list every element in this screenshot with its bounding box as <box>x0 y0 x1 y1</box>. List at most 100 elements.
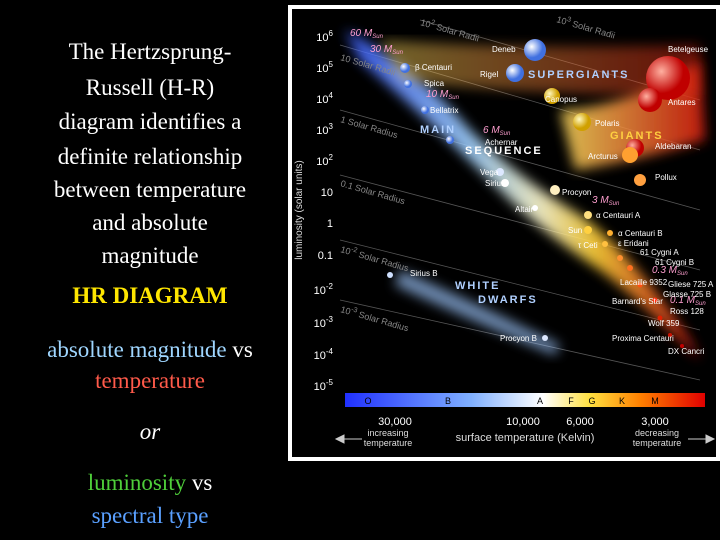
star-label: Barnard's Star <box>612 297 663 306</box>
text-part: 10 <box>316 94 328 106</box>
y-tick-label: 1 <box>327 218 333 230</box>
text-part: -2 <box>350 246 358 254</box>
region-label: SEQUENCE <box>465 145 543 157</box>
spectral-bar <box>345 393 705 407</box>
axis-arrows <box>334 434 716 444</box>
text-part: -3 <box>326 315 334 324</box>
star-label: Sirius <box>485 179 505 188</box>
white-dwarf-band <box>395 270 560 355</box>
text-part: 10 <box>339 304 351 316</box>
text-part: 2 <box>430 19 436 27</box>
supergiant-band <box>380 40 700 95</box>
connector: vs <box>232 337 253 362</box>
main-sequence <box>345 30 700 360</box>
region-label: WHITE <box>455 280 500 292</box>
star-label: α Centauri B <box>618 229 663 238</box>
region-label: SUPERGIANTS <box>528 69 629 81</box>
mass-label: 0.1 MSun <box>670 295 706 307</box>
x-right-label: decreasing temperature <box>633 428 682 448</box>
mass-label: 30 MSun <box>370 44 404 56</box>
text-part: 30 M <box>370 44 393 55</box>
text-part: 10 <box>316 32 328 44</box>
y-tick-label: 106 <box>316 29 333 44</box>
star-label: β Centauri <box>415 63 452 72</box>
region-label: DWARFS <box>478 294 538 306</box>
pair-line: luminosity vs <box>0 471 300 494</box>
pair-line: absolute magnitude vs <box>0 338 300 361</box>
star-label: 61 Cygni A <box>640 248 679 257</box>
x-axis-label: surface temperature (Kelvin) <box>456 432 595 444</box>
temperature-label: 3,000 <box>641 416 669 428</box>
star-label: Sun <box>568 226 582 235</box>
intro-line: Russell (H-R) <box>85 75 215 100</box>
y-axis-label: luminosity (solar units) <box>294 160 305 259</box>
star-label: Vega <box>480 168 499 177</box>
y-tick-label: 104 <box>316 91 333 106</box>
text-part: -4 <box>326 347 334 356</box>
star-label: Arcturus <box>588 152 618 161</box>
star-label: 61 Cygni B <box>655 258 694 267</box>
star-label: τ Ceti <box>578 241 598 250</box>
y-tick-label: 10-5 <box>314 378 334 393</box>
mass-label: 60 MSun <box>350 28 384 40</box>
text-part: 10 <box>314 381 326 393</box>
text-part: -5 <box>326 378 334 387</box>
text-part: 0.1 M <box>670 295 696 306</box>
x-left-label: increasing temperature <box>364 428 413 448</box>
text-part: 10 <box>555 14 567 26</box>
star-label: Altair <box>515 205 534 214</box>
intro-line: and absolute <box>92 210 208 235</box>
star-label: Wolf 359 <box>648 319 680 328</box>
star-label: Bellatrix <box>430 106 458 115</box>
spectral-class: M <box>651 396 659 406</box>
text-part: -3 <box>350 306 358 314</box>
term: absolute magnitude <box>47 337 227 362</box>
y-tick-label: 10-4 <box>314 347 334 362</box>
intro-line: between temperature <box>53 177 247 202</box>
intro-line: diagram identifies a <box>58 109 242 134</box>
intro-line: definite relationship <box>57 144 243 169</box>
star-label: Spica <box>424 79 445 88</box>
star-label: Antares <box>668 98 696 107</box>
mass-label: 6 MSun <box>483 125 511 137</box>
spectral-class: O <box>364 396 371 406</box>
star-label: Gliese 725 A <box>668 280 714 289</box>
term: spectral type <box>91 503 209 528</box>
text-part: 5 <box>329 60 334 69</box>
text-part: -2 <box>326 282 334 291</box>
y-tick-label: 103 <box>316 122 333 137</box>
star-label: α Centauri A <box>596 211 641 220</box>
text-part: 0.3 M <box>652 265 678 276</box>
star-label: Canopus <box>545 95 577 104</box>
y-tick-label: 102 <box>316 153 333 168</box>
star-label: Deneb <box>492 45 516 54</box>
star-label: Rigel <box>480 70 498 79</box>
text-part: Sun <box>500 131 511 137</box>
y-tick-label: 10 <box>321 187 333 199</box>
term: temperature <box>95 368 205 393</box>
text-part: Sun <box>609 201 620 207</box>
spectral-class: F <box>568 396 574 406</box>
text-part: 10 <box>419 17 431 29</box>
spectral-class: G <box>588 396 595 406</box>
star-label: DX Cancri <box>668 347 705 356</box>
temperature-label: 10,000 <box>506 416 540 428</box>
hr-diagram: luminosity (solar units)1061051041031021… <box>288 5 720 461</box>
star-label: Ross 128 <box>670 307 704 316</box>
text-part: Sun <box>448 95 459 101</box>
mass-label: 0.3 MSun <box>652 265 688 277</box>
text-part: Sun <box>677 271 688 277</box>
text-part: 60 M <box>350 28 373 39</box>
star-label: Aldebaran <box>655 142 691 151</box>
text-part: 0.1 <box>318 250 333 262</box>
spectral-class: K <box>619 396 625 406</box>
temperature-label: 6,000 <box>566 416 594 428</box>
temperature-label: 30,000 <box>378 416 412 428</box>
text-part: 3 M <box>592 195 609 206</box>
text-part: 6 <box>329 29 334 38</box>
star-label: Pollux <box>655 173 677 182</box>
y-tick-label: 10-3 <box>314 315 334 330</box>
text-part: 2 <box>329 153 334 162</box>
text-part: 10 <box>314 285 326 297</box>
text-part: 10 <box>339 244 351 256</box>
